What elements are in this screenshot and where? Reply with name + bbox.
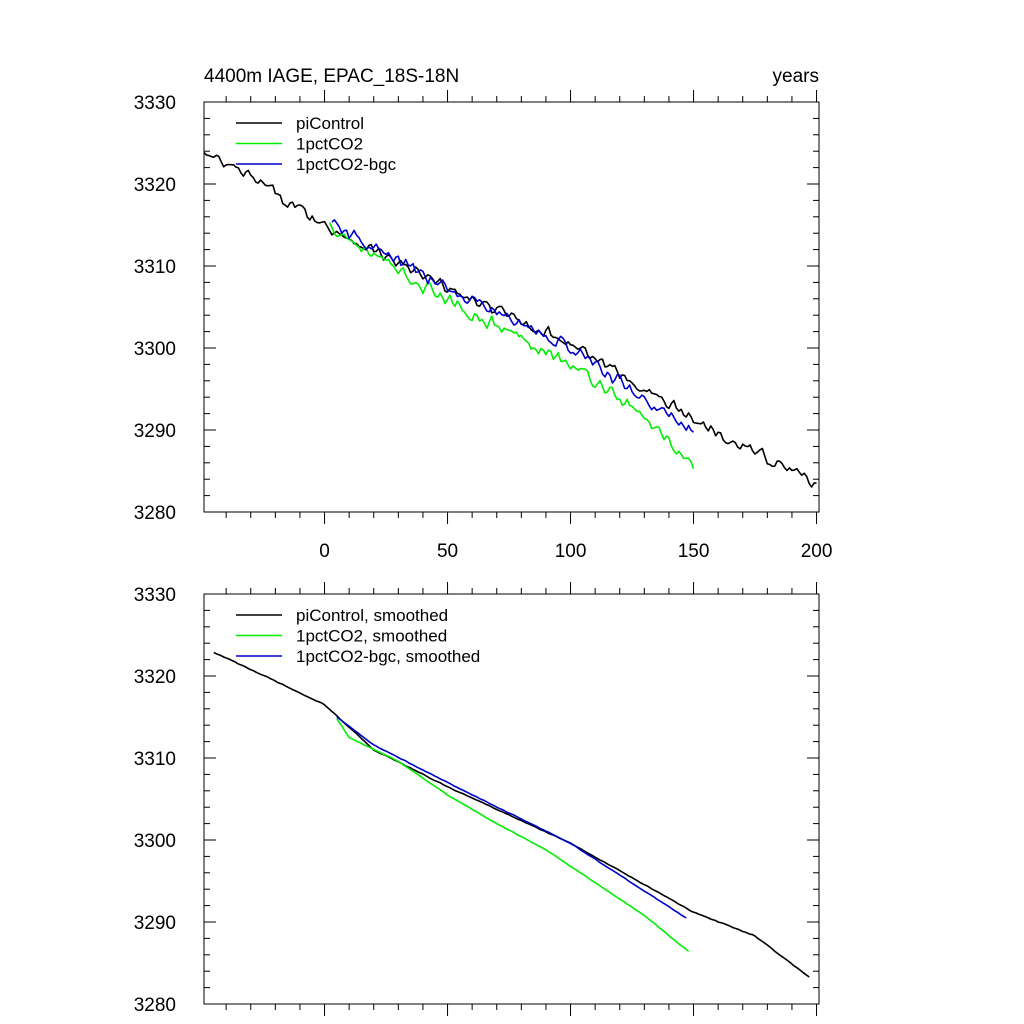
y-tick-label: 3280 [134, 503, 176, 524]
legend-label: 1pctCO2-bgc, smoothed [296, 647, 480, 666]
chart-title: 4400m IAGE, EPAC_18S-18N [204, 66, 459, 87]
series-line-1pctco2-bgc [331, 219, 694, 433]
series-line-picontrol [203, 152, 817, 488]
x-tick-label: 200 [801, 541, 833, 562]
x-tick-label: 150 [678, 541, 710, 562]
plot-frame [203, 593, 820, 1005]
y-tick-label: 3320 [134, 175, 176, 196]
legend-label: piControl [296, 114, 364, 133]
y-tick-label: 3310 [134, 749, 176, 770]
x-tick-label: 100 [555, 541, 587, 562]
bottom-panel: 3280 3290 3300 3310 3320 3330 piControl, smoot… [134, 582, 820, 1016]
y-tick-label: 3300 [134, 339, 176, 360]
y-tick-label: 3280 [134, 995, 176, 1016]
series-line-1pctco2 [328, 222, 695, 469]
series-line-1pctco2-bgc-smoothed [336, 716, 687, 919]
y-tick-label: 3290 [134, 913, 176, 934]
plot-frame [203, 101, 820, 513]
legend-label: 1pctCO2 [296, 135, 363, 154]
x-tick-label: 0 [319, 541, 330, 562]
x-tick-label: 50 [437, 541, 458, 562]
y-tick-label: 3290 [134, 421, 176, 442]
y-tick-label: 3330 [134, 585, 176, 606]
legend-label: 1pctCO2-bgc [296, 155, 397, 174]
x-axis-unit-label: years [773, 66, 819, 87]
y-tick-label: 3330 [134, 93, 176, 114]
y-tick-label: 3300 [134, 831, 176, 852]
legend-label: 1pctCO2, smoothed [296, 627, 447, 646]
y-tick-label: 3320 [134, 667, 176, 688]
series-line-1pctco2-smoothed [336, 718, 690, 953]
top-panel: 3280 3290 3300 3310 3320 3330 0 50 100 150 200 4400… [134, 66, 833, 562]
y-tick-label: 3310 [134, 257, 176, 278]
legend-label: piControl, smoothed [296, 606, 448, 625]
series-line-picontrol-smoothed [213, 651, 810, 978]
